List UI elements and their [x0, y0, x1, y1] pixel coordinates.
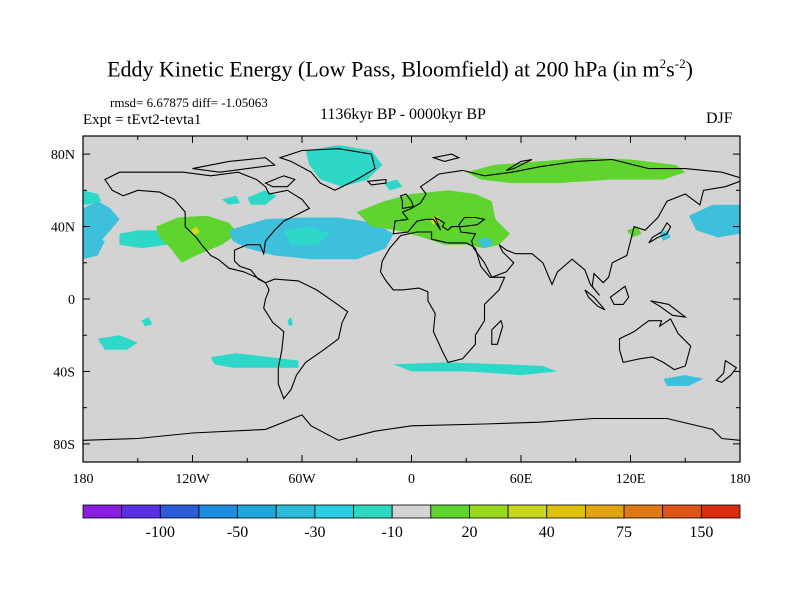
coast-canadian-archipelago — [192, 157, 276, 173]
rmsd-diff-stats: rmsd= 6.67875 diff= -1.05063 — [110, 95, 268, 110]
colorbar-label: 20 — [461, 524, 477, 541]
coast-britain — [399, 193, 415, 210]
anomaly-npacific-east-2 — [83, 237, 105, 260]
y-tick-label: 80N — [51, 148, 75, 163]
colorbar-swatch — [585, 504, 625, 519]
y-tick-label: 0 — [68, 293, 75, 308]
x-tick-label: 120E — [616, 472, 646, 487]
colorbar-label: 75 — [616, 524, 632, 541]
anomaly-s-atlantic — [210, 353, 299, 368]
coast-greenland — [278, 148, 376, 191]
coast-new-zealand — [715, 359, 738, 383]
coast-iceland — [366, 178, 387, 186]
colorbar-swatch — [159, 504, 200, 519]
colorbar-swatch — [662, 504, 702, 519]
anomaly-s-pacific-small — [141, 317, 153, 327]
colorbar: -100 -50 -30 -10 20 40 75 150 — [82, 504, 741, 541]
coast-eurasia — [392, 158, 740, 296]
colorbar-swatch — [507, 504, 548, 519]
y-tick-label: 80S — [53, 438, 75, 453]
anomaly-iceland — [384, 179, 403, 191]
coastlines — [83, 148, 740, 462]
map-plot-area: 180 120W 60W 0 60E 120E 180 80N 40N 0 40S 80S — [51, 135, 751, 487]
x-tick-label: 60E — [510, 472, 533, 487]
coast-japan — [648, 222, 672, 244]
anomaly-europe-core — [429, 215, 441, 225]
axis-ticks: 180 120W 60W 0 60E 120E 180 80N 40N 0 40S 80S — [51, 136, 751, 487]
time-period-label: 1136kyr BP - 0000kyr BP — [320, 106, 486, 123]
anomaly-n-atlantic-core — [283, 226, 330, 245]
colorbar-label: 150 — [689, 524, 713, 541]
anomaly-canada-small — [221, 195, 240, 205]
coast-madagascar — [491, 319, 504, 345]
anomaly-nw-pacific — [688, 204, 740, 238]
anomaly-mideast — [477, 237, 494, 249]
anomaly-mid-atlantic-small — [287, 317, 293, 327]
y-tick-label: 40N — [51, 221, 75, 236]
colorbar-swatch — [546, 504, 586, 519]
experiment-label: Expt = tEvt2-tevta1 — [83, 112, 202, 128]
coast-novaya-zemlya — [506, 158, 533, 171]
anomaly-australia-s — [663, 375, 704, 386]
coast-australia — [618, 318, 692, 371]
colorbar-swatch — [353, 504, 393, 519]
colorbar-swatch — [82, 504, 123, 519]
anomaly-npacific-cyan — [83, 190, 102, 205]
colorbar-label: -100 — [146, 524, 175, 541]
colorbar-swatch — [391, 504, 432, 519]
x-tick-label: 180 — [73, 472, 94, 487]
season-label: DJF — [706, 110, 733, 127]
colorbar-swatch — [275, 504, 316, 519]
colorbar-swatch — [623, 504, 664, 519]
anomaly-w-us-core — [190, 226, 200, 236]
coast-north-america — [104, 171, 311, 284]
colorbar-swatch — [237, 504, 277, 519]
colorbar-swatch — [314, 504, 354, 519]
y-tick-label: 40S — [53, 365, 75, 380]
colorbar-label: -30 — [304, 524, 325, 541]
colorbar-swatch — [700, 504, 741, 519]
colorbar-label: -50 — [227, 524, 248, 541]
x-tick-label: 60W — [288, 472, 316, 487]
colorbar-swatch — [430, 504, 470, 519]
colorbar-label: -10 — [382, 524, 403, 541]
colorbar-label: 40 — [539, 524, 555, 541]
x-tick-label: 0 — [408, 472, 415, 487]
x-tick-label: 120W — [175, 472, 210, 487]
colorbar-swatch — [121, 504, 161, 519]
anomaly-s-indian — [393, 362, 558, 376]
x-tick-label: 180 — [730, 472, 751, 487]
coast-south-america — [263, 278, 349, 400]
coast-svalbard — [431, 153, 461, 162]
coast-antarctica — [83, 414, 740, 462]
plot-title: Eddy Kinetic Energy (Low Pass, Bloomfiel… — [107, 56, 693, 82]
coast-sumatra — [584, 289, 606, 311]
anomaly-s-pacific — [97, 335, 138, 350]
anomaly-east-asia — [626, 226, 642, 238]
coast-baffin — [264, 175, 296, 188]
colorbar-swatch — [469, 504, 509, 519]
coast-borneo — [609, 285, 630, 305]
coast-africa — [379, 231, 506, 364]
map-background — [83, 136, 740, 462]
coast-new-guinea — [650, 300, 688, 318]
colorbar-swatch — [198, 504, 238, 519]
